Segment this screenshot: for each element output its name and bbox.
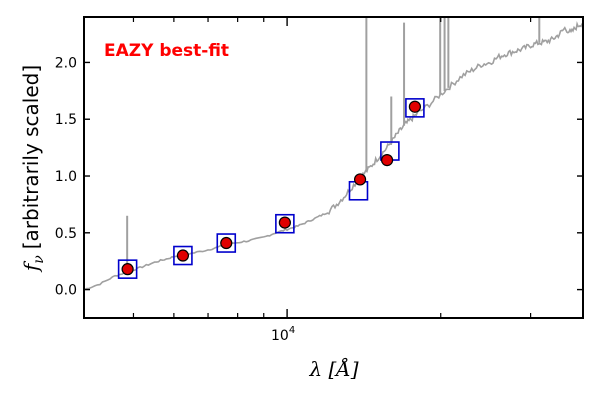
y-tick-label: 0.0 (55, 283, 77, 299)
model-flux-square (173, 245, 193, 266)
x-tick-base: 10 (271, 328, 289, 344)
plot-frame (83, 16, 584, 319)
observed-flux-point (220, 236, 233, 250)
y-axis-label: fν[arbitrarily scaled] (19, 65, 47, 273)
axis-ticks: 0.0 0.5 1.0 1.5 2.0 104 (55, 17, 583, 344)
y-tick-label: 0.5 (55, 226, 77, 242)
y-tick-label: 2.0 (55, 55, 77, 71)
observed-flux-point (380, 154, 394, 167)
y-axis-text: [arbitrarily scaled] (19, 65, 43, 249)
chart-annotation: EAZY best-fit (104, 41, 229, 61)
observed-flux-point (408, 100, 422, 113)
model-flux-square (117, 259, 138, 279)
observed-flux-point (278, 216, 291, 229)
model-photometry (117, 98, 425, 279)
observed-photometry (121, 100, 422, 276)
y-tick-label: 1.5 (55, 112, 77, 128)
x-axis-label: λ [Å] (308, 356, 358, 381)
model-flux-square (216, 233, 237, 253)
y-axis-subscript: ν (31, 255, 47, 264)
observed-flux-point (353, 173, 367, 186)
model-flux-square (405, 98, 425, 118)
model-flux-square (275, 213, 295, 234)
x-tick-exponent: 4 (289, 325, 295, 336)
y-tick-label: 1.0 (55, 169, 77, 185)
x-tick-label: 104 (271, 325, 295, 344)
observed-flux-point (121, 263, 134, 276)
observed-flux-point (176, 249, 190, 262)
